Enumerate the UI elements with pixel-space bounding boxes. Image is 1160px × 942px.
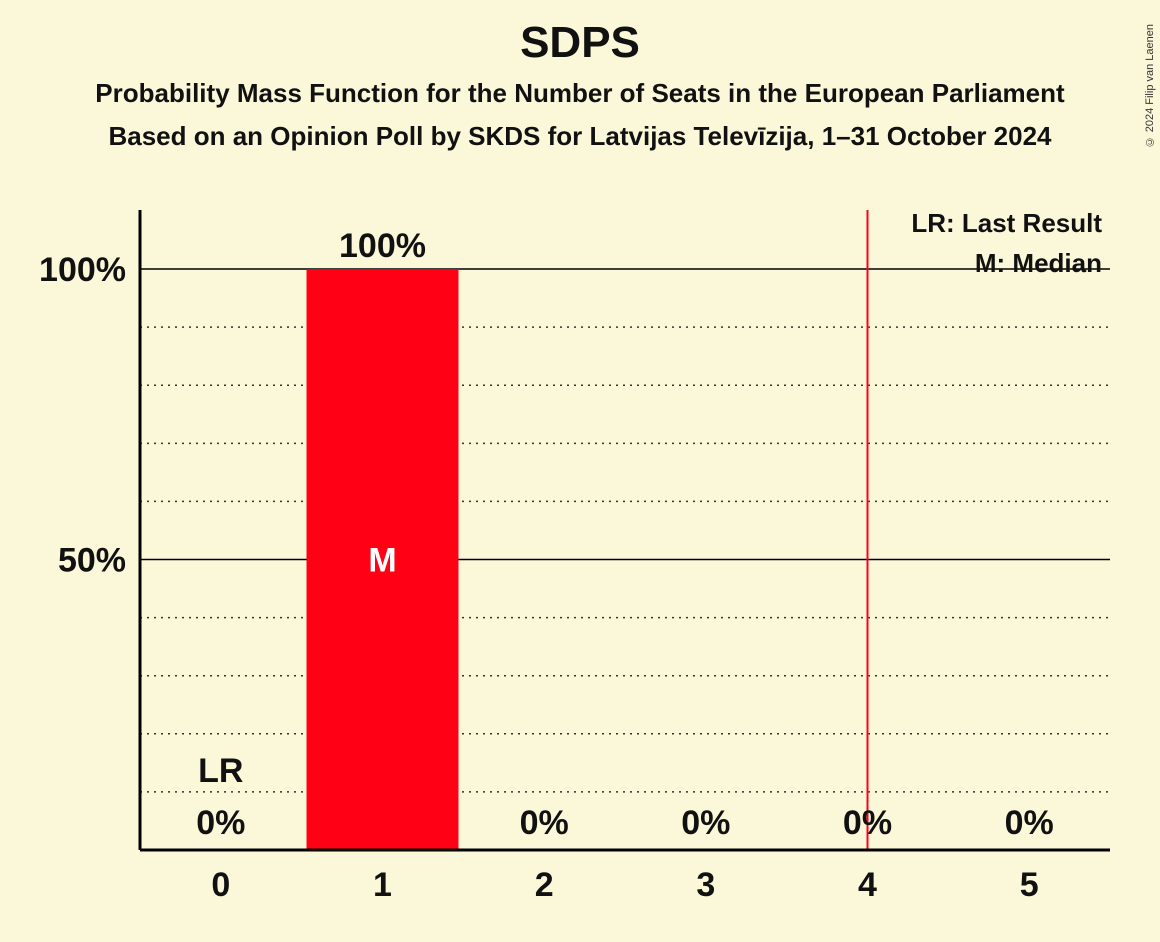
bar-value-label: 0% — [1005, 804, 1054, 842]
median-annotation: M — [368, 542, 396, 580]
x-tick-label: 1 — [373, 866, 392, 904]
x-tick-label: 2 — [535, 866, 554, 904]
y-tick-label: 50% — [58, 542, 126, 580]
lr-annotation: LR — [198, 752, 243, 790]
y-tick-label: 100% — [40, 251, 126, 289]
chart-subtitle-2: Based on an Opinion Poll by SKDS for Lat… — [0, 121, 1160, 152]
bar-value-label: 0% — [843, 804, 892, 842]
copyright-text: © 2024 Filip van Laenen — [1144, 24, 1156, 147]
chart-svg: 50%100%0123450%100%0%0%0%0%LRMLR: Last R… — [40, 204, 1120, 904]
legend-m: M: Median — [975, 248, 1102, 278]
chart-container: 50%100%0123450%100%0%0%0%0%LRMLR: Last R… — [40, 204, 1120, 904]
x-tick-label: 4 — [858, 866, 877, 904]
x-tick-label: 3 — [696, 866, 715, 904]
legend-lr: LR: Last Result — [911, 208, 1102, 238]
chart-title: SDPS — [0, 18, 1160, 68]
chart-subtitle-1: Probability Mass Function for the Number… — [0, 78, 1160, 109]
bar-value-label: 0% — [681, 804, 730, 842]
x-tick-label: 0 — [211, 866, 230, 904]
x-tick-label: 5 — [1020, 866, 1039, 904]
bar-value-label: 0% — [196, 804, 245, 842]
bar-value-label: 100% — [339, 227, 426, 265]
bar-value-label: 0% — [520, 804, 569, 842]
